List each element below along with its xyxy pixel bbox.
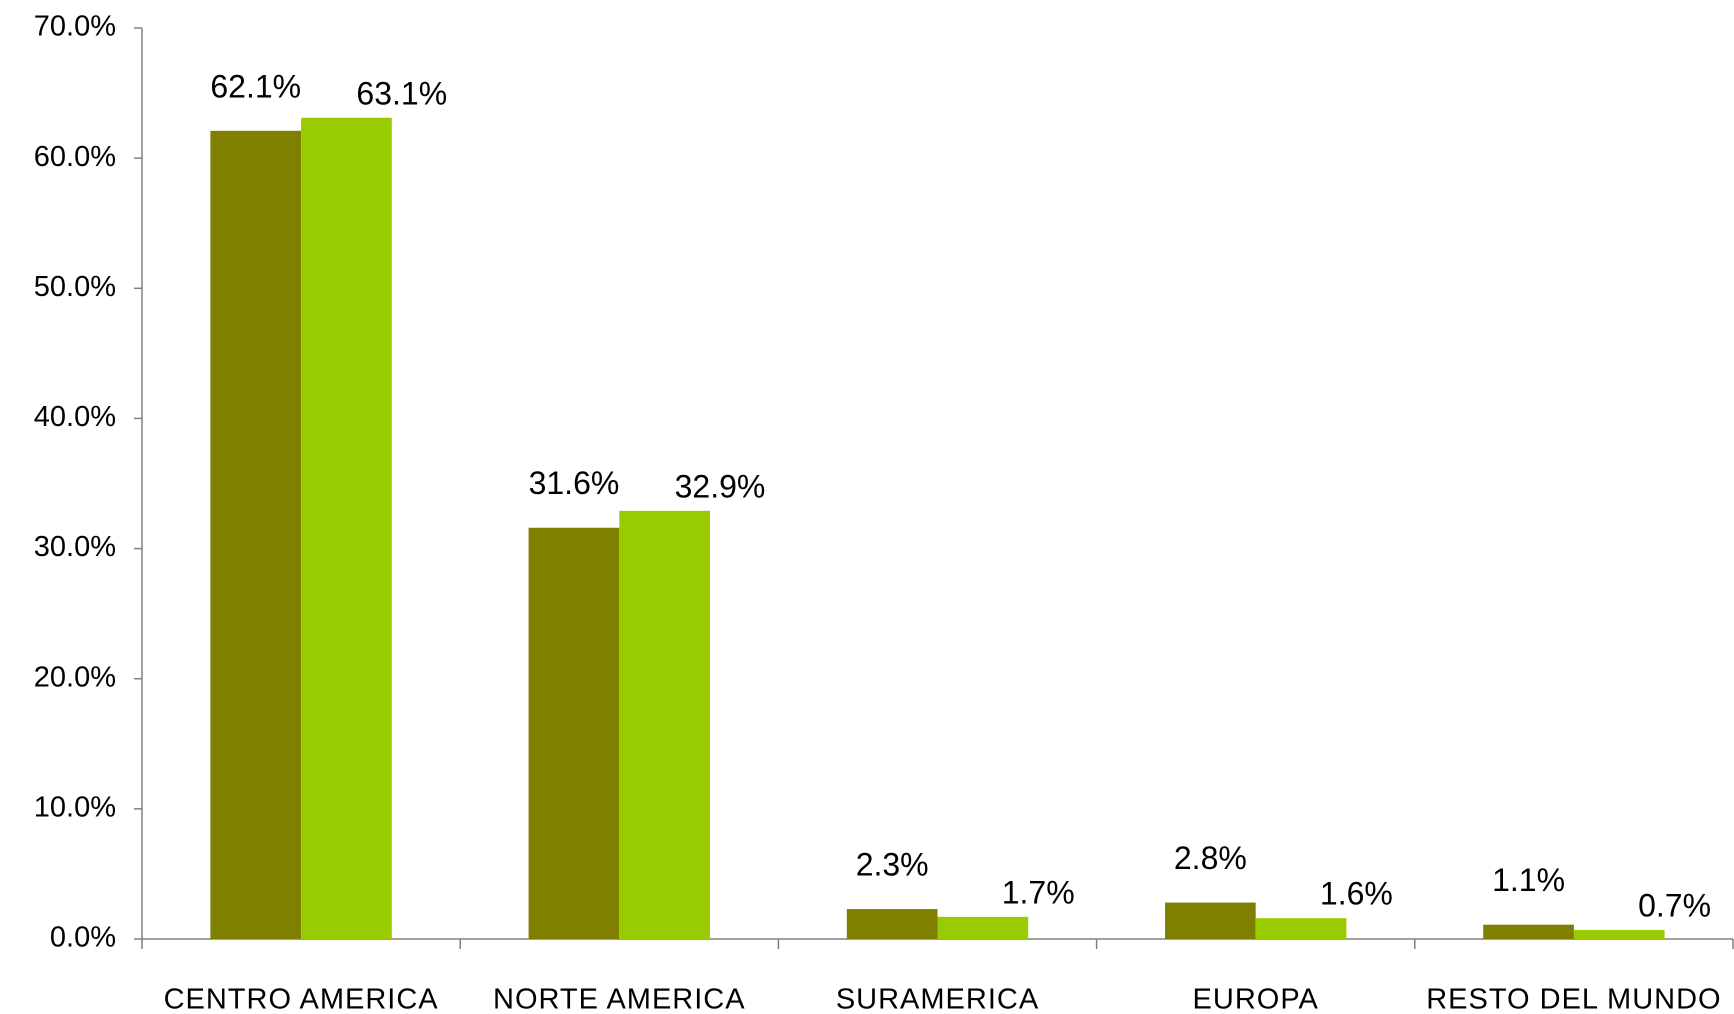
bar — [846, 909, 938, 939]
bar — [1165, 902, 1256, 939]
value-label: 1.1% — [1492, 862, 1565, 898]
value-label: 31.6% — [529, 465, 620, 501]
value-label: 1.6% — [1320, 876, 1393, 912]
bar — [1483, 924, 1574, 939]
x-tick-label: EUROPA — [1193, 984, 1319, 1014]
y-tick-label: 10.0% — [34, 792, 116, 824]
value-label: 0.7% — [1638, 887, 1711, 923]
value-label: 32.9% — [675, 468, 766, 504]
value-label: 62.1% — [210, 68, 301, 104]
y-tick-label: 0.0% — [50, 922, 116, 954]
bar — [1573, 929, 1665, 939]
y-tick-label: 30.0% — [34, 531, 116, 563]
bar — [210, 130, 302, 939]
bar — [619, 510, 710, 939]
bar — [301, 117, 392, 939]
y-tick-label: 50.0% — [34, 271, 116, 303]
y-tick-label: 40.0% — [34, 401, 116, 433]
x-tick-label: NORTE AMERICA — [493, 984, 746, 1014]
x-tick-label: RESTO DEL MUNDO — [1426, 984, 1721, 1014]
y-tick-label: 20.0% — [34, 661, 116, 693]
value-label: 2.3% — [856, 847, 929, 883]
y-tick-label: 70.0% — [34, 11, 116, 43]
value-label: 1.7% — [1002, 874, 1075, 910]
value-label: 2.8% — [1174, 840, 1247, 876]
y-tick-label: 60.0% — [34, 141, 116, 173]
x-tick-label: SURAMERICA — [836, 984, 1039, 1014]
x-tick-label: CENTRO AMERICA — [164, 984, 439, 1014]
bar — [937, 916, 1029, 939]
bar — [1255, 918, 1347, 939]
value-label: 63.1% — [356, 75, 447, 111]
bar — [528, 527, 620, 939]
